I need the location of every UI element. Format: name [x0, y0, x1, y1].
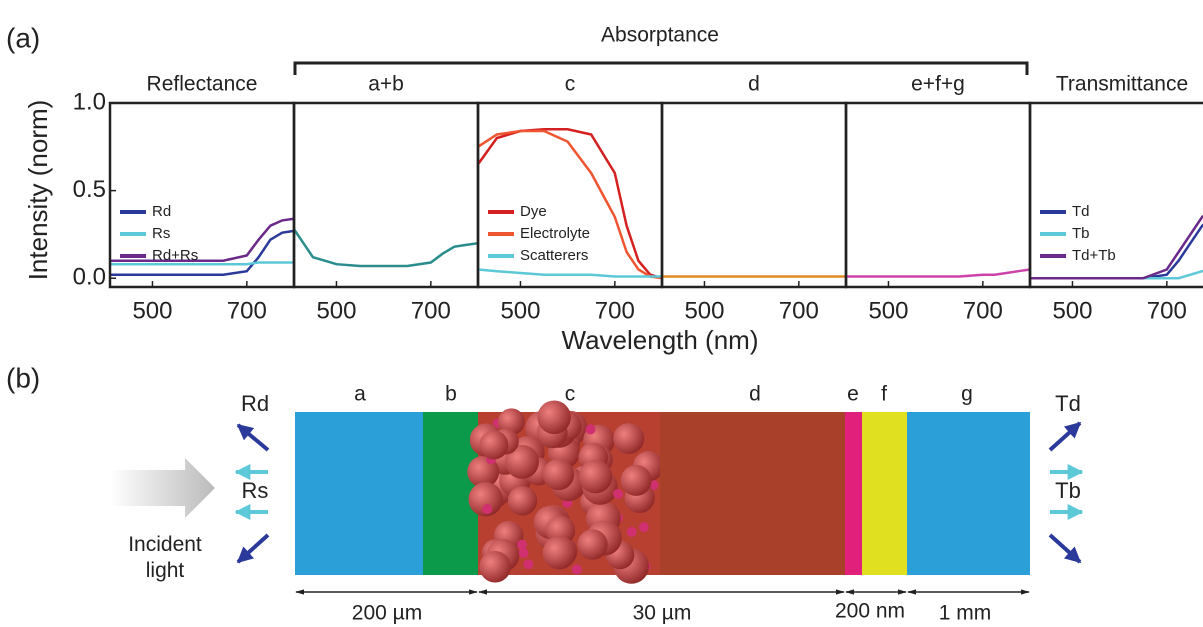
legend-label: Electrolyte [520, 225, 590, 242]
series-line [110, 229, 294, 276]
series-line [1030, 269, 1203, 280]
panel-title: Transmittance [1056, 73, 1188, 96]
layer-label: a [354, 383, 366, 406]
legend-label: Dye [520, 203, 547, 220]
x-axis-label: Wavelength (nm) [562, 325, 759, 355]
particle [613, 488, 624, 499]
legend-label: Scatterers [520, 247, 588, 264]
legend-label: Rs [152, 225, 170, 242]
scale-label: 1 mm [939, 602, 992, 625]
x-tick-label: 700 [227, 297, 267, 324]
layer-label: f [881, 383, 887, 406]
panel-title: c [565, 73, 576, 96]
plot [846, 268, 1030, 278]
plot [110, 217, 294, 276]
panel-title: d [748, 73, 760, 96]
particle [479, 430, 509, 460]
plot [294, 228, 478, 268]
particle [638, 522, 649, 533]
panel-label: (b) [6, 362, 40, 393]
x-tick-label: 700 [411, 297, 451, 324]
scale-label: 200 µm [352, 602, 422, 625]
particle [585, 424, 596, 435]
plot-frame [1028, 101, 1203, 289]
layer-label: b [445, 383, 457, 406]
particle [479, 550, 511, 583]
panel-title: a+b [368, 73, 404, 96]
legend-label: Td [1072, 203, 1090, 220]
series-line [1030, 214, 1203, 280]
series-line [478, 129, 662, 280]
legend-label: Rd+Rs [152, 247, 198, 264]
device [295, 400, 1030, 584]
incident-arrow [110, 458, 215, 518]
y-tick-label: 0.0 [73, 264, 106, 291]
particle [518, 548, 529, 559]
layer-label: d [749, 383, 761, 406]
particle [620, 464, 652, 496]
particle [578, 459, 613, 494]
particle [537, 400, 571, 435]
scale-label: 30 µm [633, 602, 692, 625]
series-line [294, 228, 478, 268]
x-tick-label: 500 [1052, 297, 1092, 324]
particle [523, 559, 534, 570]
x-tick-label: 700 [1147, 297, 1187, 324]
x-tick-label: 700 [779, 297, 819, 324]
panel-title: e+f+g [911, 73, 965, 96]
layer-label: g [961, 383, 973, 406]
light-arrows [234, 421, 1084, 564]
series-line [1030, 223, 1203, 280]
particle [507, 486, 538, 516]
layer-label: c [565, 383, 576, 406]
particle [542, 458, 575, 491]
series-line [110, 261, 294, 266]
particle [542, 536, 576, 570]
absorptance-label: Absorptance [601, 24, 719, 47]
series-line [478, 268, 662, 278]
plot-frame [844, 101, 1032, 289]
particle [577, 529, 608, 560]
particle [571, 564, 582, 575]
transmit-label: Tb [1055, 478, 1081, 503]
y-tick-label: 0.5 [73, 176, 106, 203]
incident-label: Incident light [128, 533, 202, 582]
plot-frame [108, 101, 296, 289]
legend-label: Tb [1072, 225, 1090, 242]
particle [482, 504, 493, 515]
panel-title: Reflectance [147, 73, 258, 96]
legend-label: Rd [152, 203, 171, 220]
plot-frame [660, 101, 848, 289]
particle [497, 408, 525, 436]
panel-label: (a) [6, 22, 40, 53]
particle [505, 444, 540, 479]
particle [613, 423, 645, 455]
x-tick-label: 500 [132, 297, 172, 324]
reflect-label: Rd [241, 391, 269, 416]
particle [468, 482, 503, 517]
layer-label: e [847, 383, 859, 406]
plot [1030, 214, 1203, 280]
x-tick-label: 500 [316, 297, 356, 324]
series-line [110, 217, 294, 262]
y-axis-label: Intensity (norm) [23, 100, 53, 281]
reflect-label: Rs [242, 478, 269, 503]
scale-label: 200 nm [835, 600, 905, 623]
x-tick-label: 500 [868, 297, 908, 324]
x-tick-label: 700 [595, 297, 635, 324]
transmit-label: Td [1055, 391, 1081, 416]
series-line [846, 268, 1030, 278]
particle [626, 526, 637, 537]
x-tick-label: 500 [500, 297, 540, 324]
legend-label: Td+Tb [1072, 247, 1116, 264]
y-tick-label: 1.0 [73, 88, 106, 115]
x-tick-label: 700 [963, 297, 1003, 324]
particle [516, 539, 527, 550]
bracket [293, 61, 1029, 75]
x-tick-label: 500 [684, 297, 724, 324]
charts: Reflectance 500 700 0.0 0.5 1.0 Rd Rs Rd+Rs a+b 50… [73, 73, 1203, 324]
plot [478, 128, 662, 280]
